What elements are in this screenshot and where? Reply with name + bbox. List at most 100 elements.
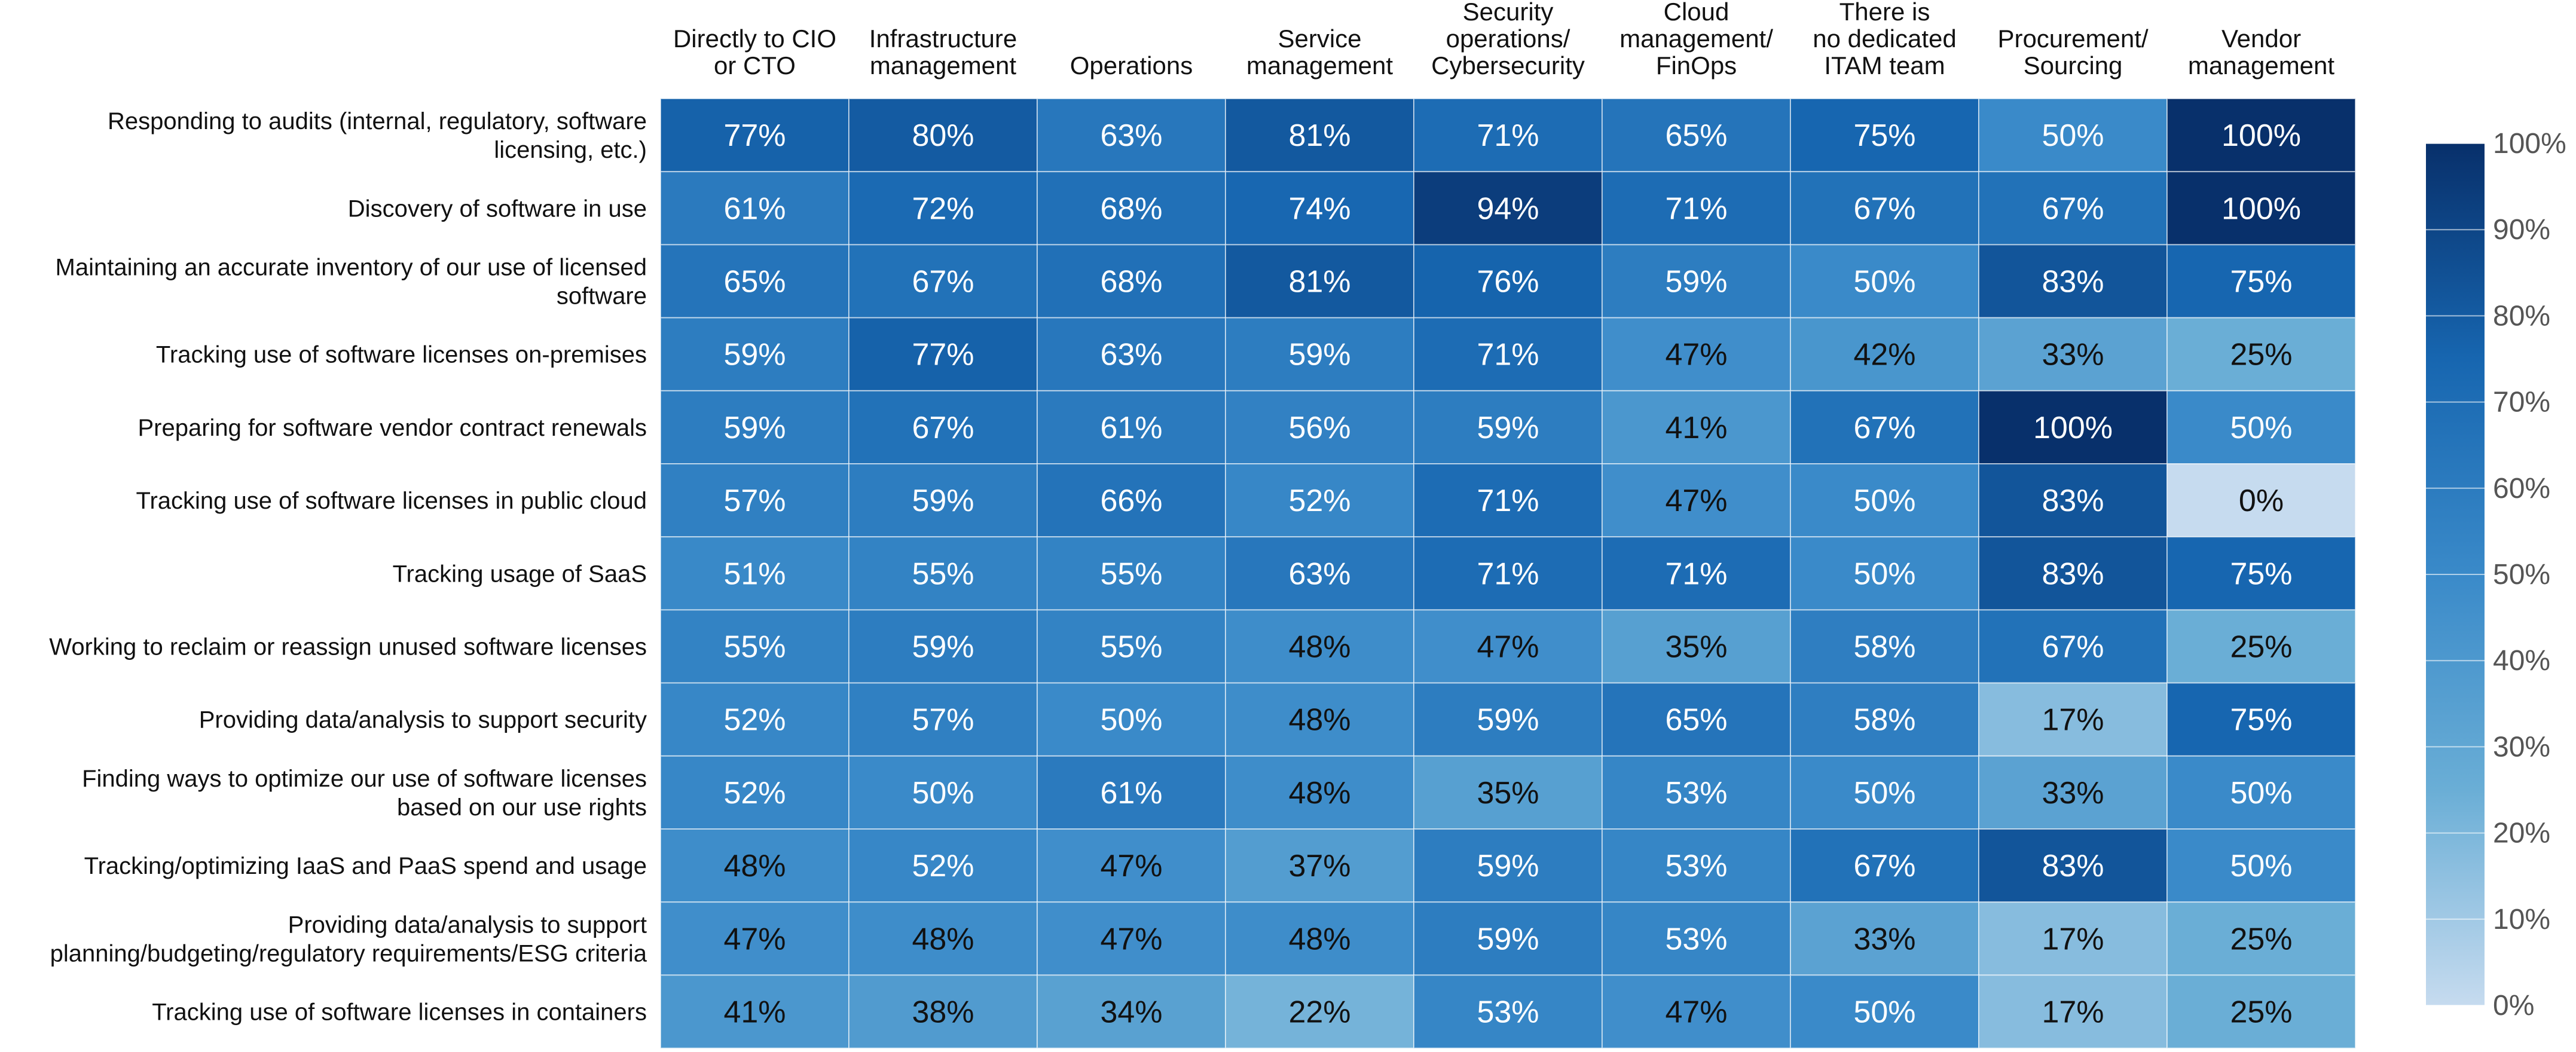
cell-value: 47%: [1665, 484, 1727, 518]
heatmap-cell: 50%: [1978, 98, 2168, 173]
heatmap-cell: 59%: [660, 390, 850, 464]
heatmap-cell: 67%: [1790, 390, 1979, 464]
column-header: There is no dedicated ITAM team: [1813, 0, 1957, 79]
heatmap-cell: 75%: [2166, 682, 2356, 757]
column-header: Directly to CIO or CTO: [673, 25, 836, 79]
cell-value: 83%: [2042, 849, 2104, 883]
cell-fill: [2166, 390, 2356, 464]
cell-value: 59%: [723, 338, 786, 372]
heatmap-cell: 50%: [848, 755, 1038, 830]
heatmap-cell: 50%: [1790, 463, 1979, 538]
cell-fill: [1037, 536, 1226, 611]
heatmap-cell: 47%: [1037, 828, 1226, 903]
heatmap-cell: 55%: [1037, 536, 1226, 611]
cell-fill: [1978, 901, 2168, 976]
cell-fill: [1225, 609, 1414, 684]
cell-value: 57%: [912, 703, 974, 738]
heatmap-cell: 56%: [1225, 390, 1414, 464]
heatmap-cell: 74%: [1225, 171, 1414, 246]
cell-value: 53%: [1477, 995, 1539, 1030]
cell-value: 61%: [1100, 411, 1162, 445]
heatmap-cell: 50%: [1790, 974, 1979, 1049]
cell-fill: [1225, 171, 1414, 246]
cell-fill: [1413, 682, 1603, 757]
cell-value: 83%: [2042, 484, 2104, 518]
cell-value: 47%: [1665, 338, 1727, 372]
heatmap-cell: 59%: [848, 463, 1038, 538]
heatmap-cell: 67%: [848, 244, 1038, 319]
cell-value: 33%: [1853, 922, 1915, 956]
cell-fill: [1602, 901, 1791, 976]
cell-fill: [660, 828, 850, 903]
heatmap-cell: 71%: [1602, 536, 1791, 611]
cell-value: 59%: [1477, 849, 1539, 883]
cell-value: 67%: [1853, 191, 1915, 226]
heatmap-cell: 47%: [1602, 974, 1791, 1049]
cell-value: 52%: [723, 703, 786, 738]
heatmap-cell: 48%: [848, 901, 1038, 976]
heatmap-cell: 77%: [660, 98, 850, 173]
heatmap-cell: 55%: [660, 609, 850, 684]
heatmap-cell: 63%: [1037, 317, 1226, 392]
heatmap-cell: 25%: [2166, 974, 2356, 1049]
cell-fill: [848, 244, 1038, 319]
cell-value: 50%: [2230, 411, 2292, 445]
heatmap-cells: 77% 80% 63% 81% 71% 65% 75% 50% 100% 61% 72% 68% 74%…: [660, 98, 2356, 1049]
cell-value: 0%: [2239, 484, 2284, 518]
cell-value: 25%: [2230, 630, 2292, 665]
cell-fill: [1037, 171, 1226, 246]
cell-fill: [1602, 755, 1791, 830]
cell-value: 77%: [912, 338, 974, 372]
cell-value: 34%: [1100, 995, 1162, 1030]
cell-fill: [1413, 755, 1603, 830]
heatmap-cell: 35%: [1602, 609, 1791, 684]
cell-fill: [1602, 463, 1791, 538]
heatmap-cell: 48%: [1225, 901, 1414, 976]
cell-value: 59%: [912, 630, 974, 665]
cell-value: 58%: [1853, 630, 1915, 665]
cell-fill: [2166, 755, 2356, 830]
heatmap-cell: 65%: [660, 244, 850, 319]
cell-value: 59%: [912, 484, 974, 518]
cell-value: 53%: [1665, 776, 1727, 811]
cell-value: 51%: [723, 556, 786, 591]
column-header: Cloud management/FinOps: [1619, 0, 1773, 79]
cell-fill: [660, 609, 850, 684]
cell-value: 47%: [1665, 995, 1727, 1030]
cell-fill: [2166, 244, 2356, 319]
cell-value: 67%: [2042, 630, 2104, 665]
heatmap-cell: 75%: [2166, 536, 2356, 611]
colorbar-tick-label: 20%: [2493, 818, 2550, 849]
cell-fill: [848, 755, 1038, 830]
cell-fill: [1978, 828, 2168, 903]
colorbar-tick-label: 100%: [2493, 128, 2566, 160]
cell-value: 61%: [1100, 776, 1162, 811]
heatmap-cell: 67%: [1790, 828, 1979, 903]
cell-value: 100%: [2221, 118, 2301, 153]
heatmap-cell: 50%: [1790, 536, 1979, 611]
heatmap-cell: 37%: [1225, 828, 1414, 903]
row-label: Discovery of software in use: [348, 195, 647, 222]
cell-fill: [1413, 244, 1603, 319]
cell-value: 59%: [1477, 703, 1539, 738]
cell-value: 50%: [1853, 265, 1915, 299]
cell-value: 81%: [1288, 265, 1350, 299]
heatmap-cell: 83%: [1978, 463, 2168, 538]
heatmap-cell: 50%: [2166, 828, 2356, 903]
heatmap-cell: 47%: [1602, 463, 1791, 538]
heatmap-cell: 33%: [1978, 317, 2168, 392]
cell-value: 100%: [2221, 191, 2301, 226]
cell-value: 71%: [1477, 556, 1539, 591]
row-label: Working to reclaim or reassign unused so…: [49, 634, 647, 660]
heatmap-cell: 52%: [660, 755, 850, 830]
cell-fill: [1978, 463, 2168, 538]
cell-fill: [1790, 390, 1979, 464]
heatmap-cell: 57%: [660, 463, 850, 538]
cell-value: 59%: [1665, 265, 1727, 299]
cell-fill: [2166, 828, 2356, 903]
heatmap-cell: 35%: [1413, 755, 1603, 830]
cell-fill: [2166, 974, 2356, 1049]
cell-fill: [660, 171, 850, 246]
heatmap-cell: 67%: [848, 390, 1038, 464]
heatmap-cell: 100%: [2166, 171, 2356, 246]
